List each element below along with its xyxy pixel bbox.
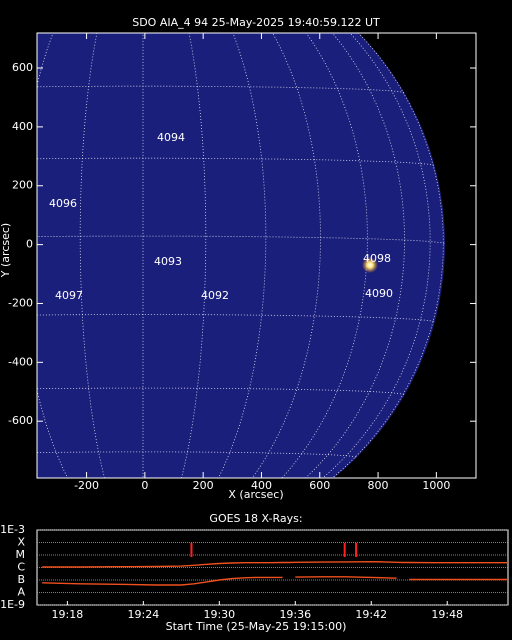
goes-title: GOES 18 X-Rays: xyxy=(209,512,302,525)
x-tick-label: -200 xyxy=(74,479,99,492)
y-tick-label: 200 xyxy=(12,179,33,192)
solar-disk xyxy=(37,33,445,478)
latitude-line xyxy=(37,235,446,245)
flare-spot xyxy=(362,257,378,273)
heliographic-grid xyxy=(37,33,446,478)
y-tick-label: 1E-3 xyxy=(0,523,25,536)
map-area xyxy=(37,33,446,478)
y-tick-label: A xyxy=(17,586,25,599)
y-tick-label: 600 xyxy=(12,61,33,74)
region-label: 4092 xyxy=(201,289,229,302)
x-tick-label: 19:36 xyxy=(279,608,311,621)
region-label: 4090 xyxy=(365,287,393,300)
y-tick-label: -200 xyxy=(8,296,33,309)
x-axis-label: X (arcsec) xyxy=(228,488,283,501)
y-axis-label: Y (arcsec) xyxy=(0,223,12,278)
region-label: 4094 xyxy=(157,131,185,144)
longitude-line xyxy=(281,33,368,478)
y-tick-label: 1E-9 xyxy=(0,598,25,611)
x-tick-label: 19:18 xyxy=(52,608,84,621)
x-tick-label: 19:42 xyxy=(355,608,387,621)
region-label: 4098 xyxy=(363,252,391,265)
latitude-line xyxy=(37,387,405,396)
y-tick-label: -400 xyxy=(8,355,33,368)
y-tick-label: M xyxy=(16,548,26,561)
flux-line xyxy=(42,576,508,586)
longitude-line xyxy=(217,33,267,478)
y-tick-label: -600 xyxy=(8,414,33,427)
x-tick-label: 0 xyxy=(141,479,148,492)
y-tick-label: 400 xyxy=(12,120,33,133)
longitude-line xyxy=(251,33,321,478)
x-tick-label: 400 xyxy=(251,479,272,492)
goes-x-label: Start Time (25-May-25 19:15:00) xyxy=(166,620,347,633)
map-frame xyxy=(36,32,477,479)
y-tick-label: C xyxy=(17,561,25,574)
x-tick-label: 800 xyxy=(368,479,389,492)
y-tick-label: 0 xyxy=(26,238,33,251)
y-tick-label: X xyxy=(17,536,25,549)
x-tick-label: 19:24 xyxy=(128,608,160,621)
region-label: 4096 xyxy=(49,197,77,210)
latitude-line xyxy=(37,451,357,458)
x-tick-label: 200 xyxy=(193,479,214,492)
x-tick-label: 600 xyxy=(309,479,330,492)
flux-line xyxy=(42,560,508,568)
x-tick-label: 19:48 xyxy=(431,608,463,621)
region-label: 4093 xyxy=(154,255,182,268)
map-title: SDO AIA_4 94 25-May-2025 19:40:59.122 UT xyxy=(132,16,380,29)
y-tick-label: B xyxy=(17,573,25,586)
x-tick-label: 1000 xyxy=(422,479,450,492)
region-label: 4097 xyxy=(55,289,83,302)
x-tick-label: 19:30 xyxy=(203,608,235,621)
